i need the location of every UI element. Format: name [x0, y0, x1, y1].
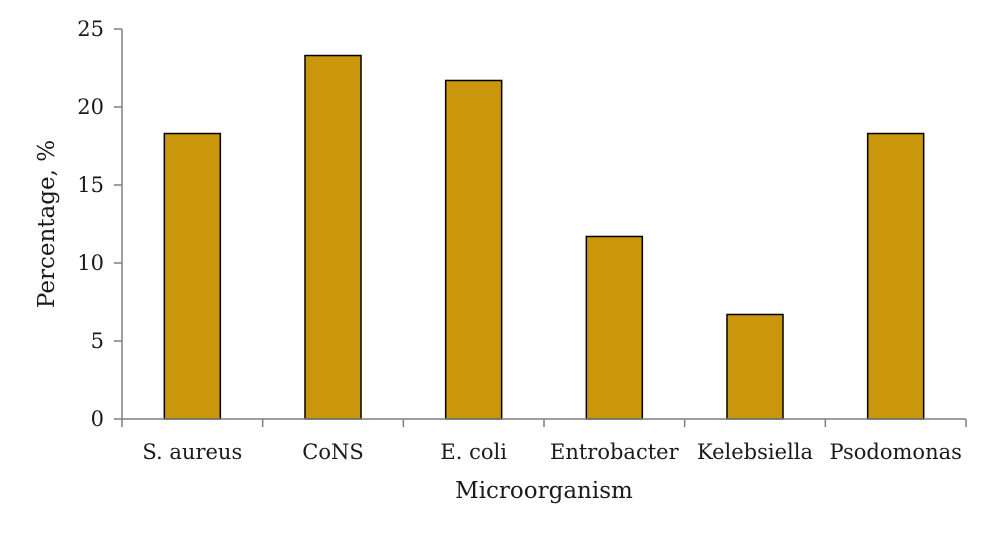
bar [866, 132, 925, 420]
bar [585, 235, 644, 420]
y-tick-label: 20 [77, 95, 104, 119]
y-tick-label: 5 [91, 329, 104, 353]
x-tick-label: Kelebsiella [697, 440, 813, 464]
bar [444, 79, 503, 420]
y-tick-label: 0 [91, 407, 104, 431]
axes-group [121, 29, 966, 420]
x-tick-label: Psodomonas [829, 440, 961, 464]
x-axis-title: Microorganism [455, 478, 633, 504]
x-tick-label: Entrobacter [550, 440, 680, 464]
x-tick-label: S. aureus [142, 440, 242, 464]
bar [163, 132, 222, 420]
y-ticks-group: 0 5 10 15 20 25 [77, 17, 122, 431]
bar [726, 313, 784, 420]
y-tick-label: 25 [77, 17, 104, 41]
bar [304, 54, 362, 420]
bars-group [163, 54, 925, 420]
y-tick-label: 10 [77, 251, 104, 275]
x-tick-label: E. coli [440, 440, 507, 464]
x-ticks-group: S. aureus CoNS E. coli Entrobacter Kelebsiel… [121, 419, 967, 464]
y-tick-label: 15 [77, 173, 104, 197]
y-axis-title: Percentage, % [34, 140, 60, 308]
x-tick-label: CoNS [302, 440, 363, 464]
